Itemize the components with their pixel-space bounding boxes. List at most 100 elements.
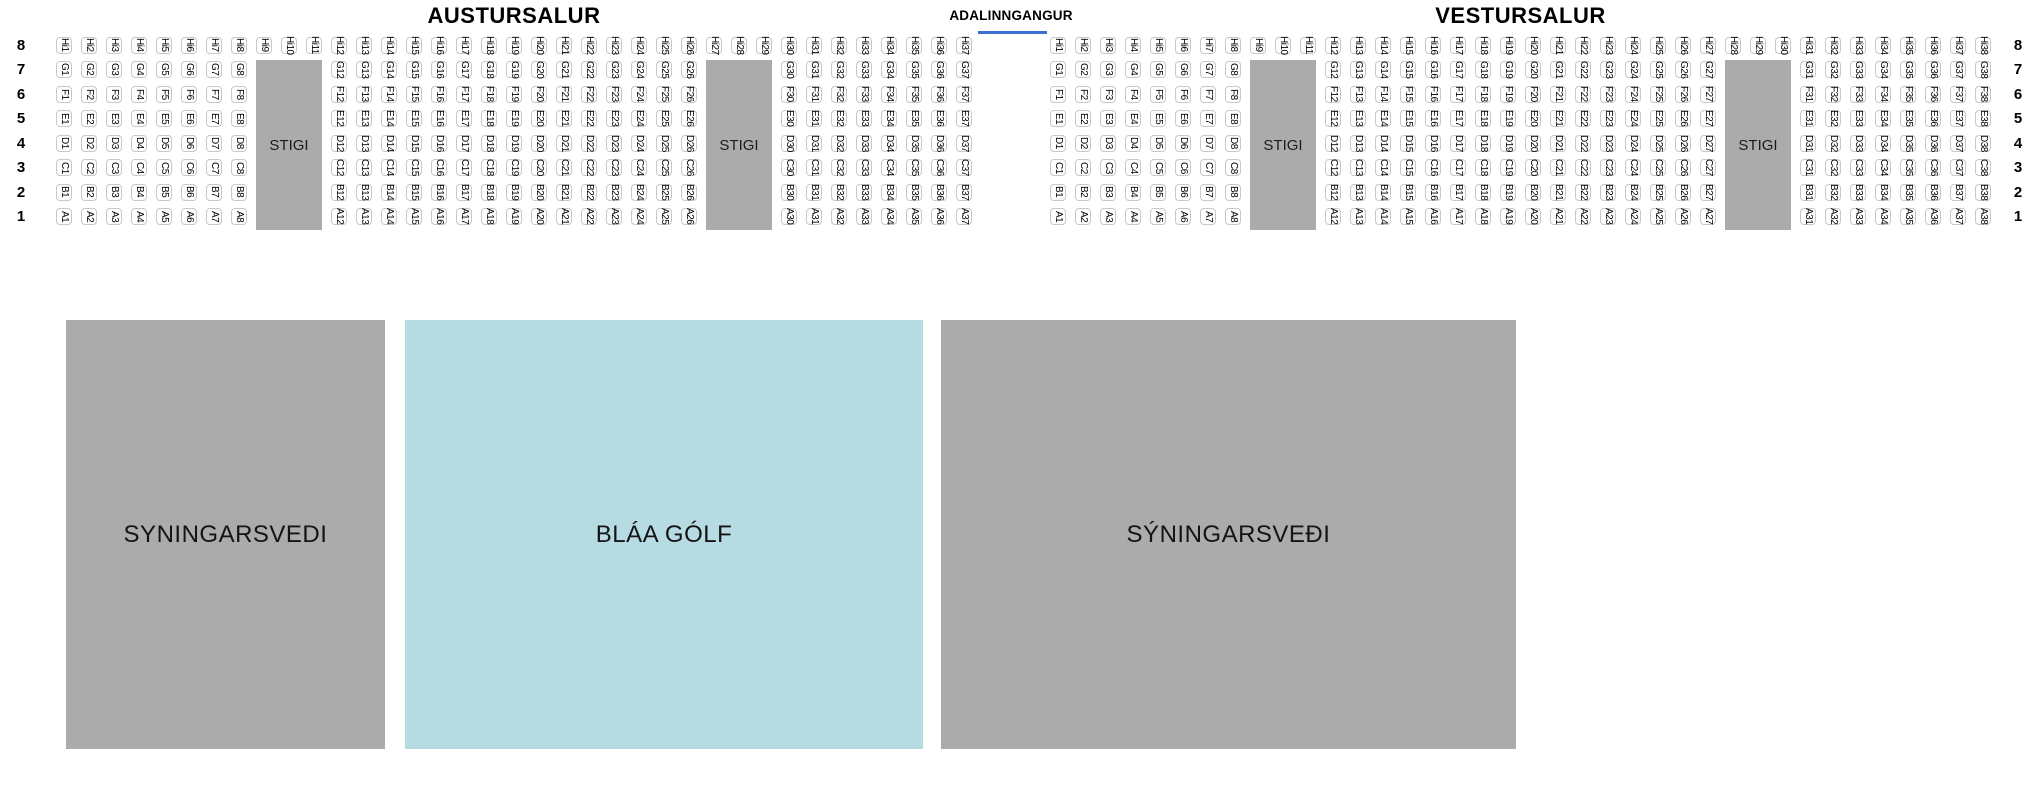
seat[interactable]: F14 <box>1375 85 1391 103</box>
seat[interactable]: G33 <box>856 61 872 78</box>
seat[interactable]: C6 <box>181 159 197 176</box>
seat[interactable]: A4 <box>1125 208 1141 225</box>
seat[interactable]: Hi6 <box>181 36 197 54</box>
seat[interactable]: E12 <box>1325 110 1341 127</box>
seat[interactable]: A2 <box>81 208 97 225</box>
seat[interactable]: D6 <box>181 134 197 152</box>
seat[interactable]: A35 <box>906 208 922 225</box>
seat[interactable]: C17 <box>456 159 472 176</box>
seat[interactable]: A20 <box>531 208 547 225</box>
seat[interactable]: Hi13 <box>356 36 372 54</box>
seat[interactable]: F16 <box>1425 85 1441 103</box>
seat[interactable]: C34 <box>881 159 897 176</box>
seat[interactable]: A30 <box>781 208 797 225</box>
seat[interactable]: G26 <box>1675 61 1691 78</box>
seat[interactable]: B26 <box>681 183 697 201</box>
seat[interactable]: D34 <box>1875 134 1891 152</box>
seat[interactable]: A3 <box>1100 208 1116 225</box>
seat[interactable]: G7 <box>1200 61 1216 78</box>
seat[interactable]: F37 <box>1950 85 1966 103</box>
seat[interactable]: F17 <box>456 85 472 103</box>
seat[interactable]: Hi35 <box>1900 36 1916 54</box>
seat[interactable]: E38 <box>1975 110 1991 127</box>
seat[interactable]: B19 <box>506 183 522 201</box>
seat[interactable]: C12 <box>331 159 347 176</box>
seat[interactable]: E23 <box>606 110 622 127</box>
seat[interactable]: A25 <box>1650 208 1666 225</box>
seat[interactable]: B7 <box>206 183 222 201</box>
seat[interactable]: B22 <box>581 183 597 201</box>
seat[interactable]: C36 <box>931 159 947 176</box>
seat[interactable]: C23 <box>1600 159 1616 176</box>
area-blaa-golf[interactable]: BLÁA GÓLF <box>405 320 923 749</box>
seat[interactable]: D19 <box>506 134 522 152</box>
seat[interactable]: F19 <box>1500 85 1516 103</box>
seat[interactable]: E25 <box>656 110 672 127</box>
seat[interactable]: C1 <box>1050 159 1066 176</box>
seat[interactable]: C20 <box>531 159 547 176</box>
seat[interactable]: A24 <box>631 208 647 225</box>
seat[interactable]: Hi26 <box>1675 36 1691 54</box>
seat[interactable]: D19 <box>1500 134 1516 152</box>
seat[interactable]: D20 <box>1525 134 1541 152</box>
seat[interactable]: E31 <box>1800 110 1816 127</box>
seat[interactable]: F26 <box>1675 85 1691 103</box>
seat[interactable]: G31 <box>1800 61 1816 78</box>
seat[interactable]: D33 <box>1850 134 1866 152</box>
seat[interactable]: E1 <box>1050 110 1066 127</box>
seat[interactable]: F7 <box>1200 85 1216 103</box>
seat[interactable]: G37 <box>956 61 972 78</box>
seat[interactable]: B12 <box>331 183 347 201</box>
seat[interactable]: C3 <box>106 159 122 176</box>
seat[interactable]: G17 <box>456 61 472 78</box>
seat[interactable]: A18 <box>1475 208 1491 225</box>
seat[interactable]: D5 <box>156 134 172 152</box>
seat[interactable]: F33 <box>1850 85 1866 103</box>
seat[interactable]: G8 <box>231 61 247 78</box>
seat[interactable]: G19 <box>506 61 522 78</box>
seat[interactable]: Hi11 <box>306 36 322 54</box>
seat[interactable]: E34 <box>1875 110 1891 127</box>
seat[interactable]: F27 <box>1700 85 1716 103</box>
seat[interactable]: C25 <box>1650 159 1666 176</box>
seat[interactable]: E14 <box>381 110 397 127</box>
seat[interactable]: E13 <box>356 110 372 127</box>
seat[interactable]: D18 <box>481 134 497 152</box>
seat[interactable]: D31 <box>806 134 822 152</box>
seat[interactable]: D33 <box>856 134 872 152</box>
seat[interactable]: E25 <box>1650 110 1666 127</box>
seat[interactable]: E22 <box>581 110 597 127</box>
seat[interactable]: G16 <box>1425 61 1441 78</box>
seat[interactable]: F4 <box>131 85 147 103</box>
seat[interactable]: G12 <box>1325 61 1341 78</box>
seat[interactable]: D3 <box>1100 134 1116 152</box>
seat[interactable]: D14 <box>1375 134 1391 152</box>
seat[interactable]: A38 <box>1975 208 1991 225</box>
seat[interactable]: F30 <box>781 85 797 103</box>
seat[interactable]: B34 <box>1875 183 1891 201</box>
seat[interactable]: C30 <box>781 159 797 176</box>
seat[interactable]: D31 <box>1800 134 1816 152</box>
seat[interactable]: Hi33 <box>1850 36 1866 54</box>
seat[interactable]: G38 <box>1975 61 1991 78</box>
seat[interactable]: Hi1 <box>56 36 72 54</box>
seat[interactable]: F35 <box>906 85 922 103</box>
seat[interactable]: F7 <box>206 85 222 103</box>
seat[interactable]: F3 <box>1100 85 1116 103</box>
seat[interactable]: D22 <box>1575 134 1591 152</box>
seat[interactable]: E4 <box>131 110 147 127</box>
seat[interactable]: E7 <box>1200 110 1216 127</box>
seat[interactable]: F2 <box>1075 85 1091 103</box>
seat[interactable]: C35 <box>906 159 922 176</box>
seat[interactable]: B18 <box>481 183 497 201</box>
seat[interactable]: F31 <box>1800 85 1816 103</box>
seat[interactable]: E26 <box>681 110 697 127</box>
seat[interactable]: D17 <box>456 134 472 152</box>
seat[interactable]: F23 <box>606 85 622 103</box>
seat[interactable]: C4 <box>1125 159 1141 176</box>
seat[interactable]: C36 <box>1925 159 1941 176</box>
seat[interactable]: D25 <box>656 134 672 152</box>
seat[interactable]: A13 <box>1350 208 1366 225</box>
seat[interactable]: A35 <box>1900 208 1916 225</box>
seat[interactable]: G6 <box>181 61 197 78</box>
